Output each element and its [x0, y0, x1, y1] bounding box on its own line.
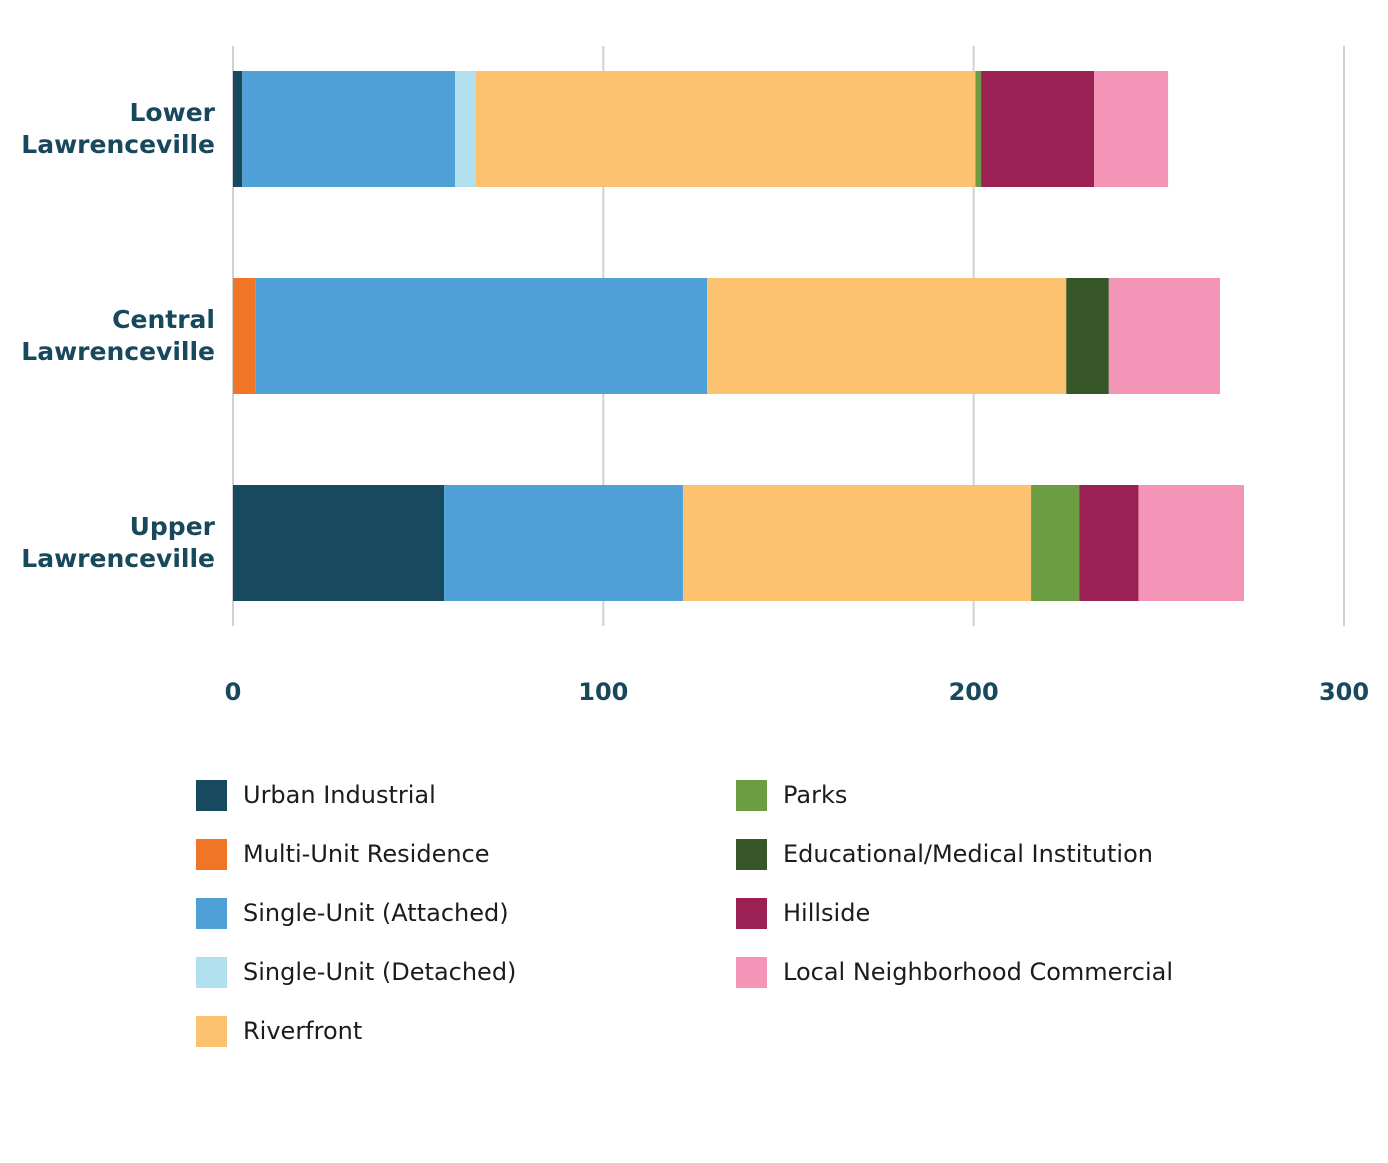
bar-lower-lawrenceville-local-neighborhood-commercial	[1094, 71, 1169, 187]
category-label-central-lawrenceville: Central Lawrenceville	[21, 305, 215, 366]
legend-label: Riverfront	[243, 1017, 363, 1045]
x-tick-label-300: 300	[1319, 678, 1369, 706]
legend-item-riverfront: Riverfront	[196, 1014, 362, 1048]
x-axis-tick-labels: 0 100 200 300	[225, 678, 1369, 706]
bar-lower-lawrenceville-single-unit-detached	[455, 71, 476, 187]
legend-item-single-unit-detached: Single-Unit (Detached)	[196, 955, 516, 989]
category-label-line: Lawrenceville	[21, 544, 215, 573]
bar-lower-lawrenceville-single-unit-attached	[242, 71, 456, 187]
bar-upper-lawrenceville-parks	[1031, 485, 1080, 601]
bar-central-lawrenceville-educational-medical-institution	[1066, 278, 1109, 394]
legend-swatch	[196, 897, 227, 929]
legend-swatch	[736, 956, 767, 988]
legend-label: Parks	[783, 781, 848, 809]
legend-item-hillside: Hillside	[736, 896, 870, 930]
legend-label: Single-Unit (Detached)	[243, 958, 517, 986]
legend-label: Educational/Medical Institution	[783, 840, 1153, 868]
legend-swatch	[196, 779, 227, 811]
bars	[233, 71, 1245, 601]
category-label-line: Lawrenceville	[21, 337, 215, 366]
bar-lower-lawrenceville-parks	[975, 71, 982, 187]
legend-label: Single-Unit (Attached)	[243, 899, 509, 927]
bar-lower-lawrenceville-hillside	[981, 71, 1095, 187]
category-label-line: Lawrenceville	[21, 130, 215, 159]
category-label-upper-lawrenceville: Upper Lawrenceville	[21, 512, 215, 573]
category-label-line: Upper	[130, 512, 216, 541]
legend-item-local-neighborhood-commercial: Local Neighborhood Commercial	[736, 955, 1173, 989]
legend-label: Local Neighborhood Commercial	[783, 958, 1174, 986]
legend-item-multi-unit-residence: Multi-Unit Residence	[196, 837, 490, 871]
bar-upper-lawrenceville-local-neighborhood-commercial	[1138, 485, 1245, 601]
category-label-line: Lower	[130, 98, 216, 127]
legend-swatch	[196, 956, 227, 988]
bar-central-lawrenceville-local-neighborhood-commercial	[1108, 278, 1220, 394]
legend-swatch	[196, 1015, 227, 1047]
legend-swatch	[736, 838, 767, 870]
bar-upper-lawrenceville-riverfront	[682, 485, 1032, 601]
legend-label: Multi-Unit Residence	[243, 840, 490, 868]
bar-lower-lawrenceville-urban-industrial	[233, 71, 243, 187]
category-label-lower-lawrenceville: Lower Lawrenceville	[21, 98, 215, 159]
legend-label: Hillside	[783, 899, 871, 927]
bar-central-lawrenceville-multi-unit-residence	[233, 278, 256, 394]
bar-central-lawrenceville-riverfront	[707, 278, 1067, 394]
bar-central-lawrenceville-single-unit-attached	[255, 278, 708, 394]
legend-swatch	[736, 897, 767, 929]
x-tick-label-200: 200	[949, 678, 999, 706]
category-label-line: Central	[112, 305, 215, 334]
legend-item-urban-industrial: Urban Industrial	[196, 778, 436, 812]
legend-item-parks: Parks	[736, 778, 847, 812]
bar-upper-lawrenceville-single-unit-attached	[444, 485, 683, 601]
bar-lower-lawrenceville-riverfront	[475, 71, 976, 187]
x-tick-label-0: 0	[225, 678, 242, 706]
legend-item-single-unit-attached: Single-Unit (Attached)	[196, 896, 509, 930]
bar-upper-lawrenceville-hillside	[1079, 485, 1139, 601]
x-tick-label-100: 100	[578, 678, 628, 706]
legend-item-educational-medical-institution: Educational/Medical Institution	[736, 837, 1153, 871]
legend-swatch	[196, 838, 227, 870]
legend-label: Urban Industrial	[243, 781, 436, 809]
legend-swatch	[736, 779, 767, 811]
legend: Urban Industrial Multi-Unit Residence Sing…	[196, 778, 1296, 1078]
bar-upper-lawrenceville-urban-industrial	[233, 485, 445, 601]
